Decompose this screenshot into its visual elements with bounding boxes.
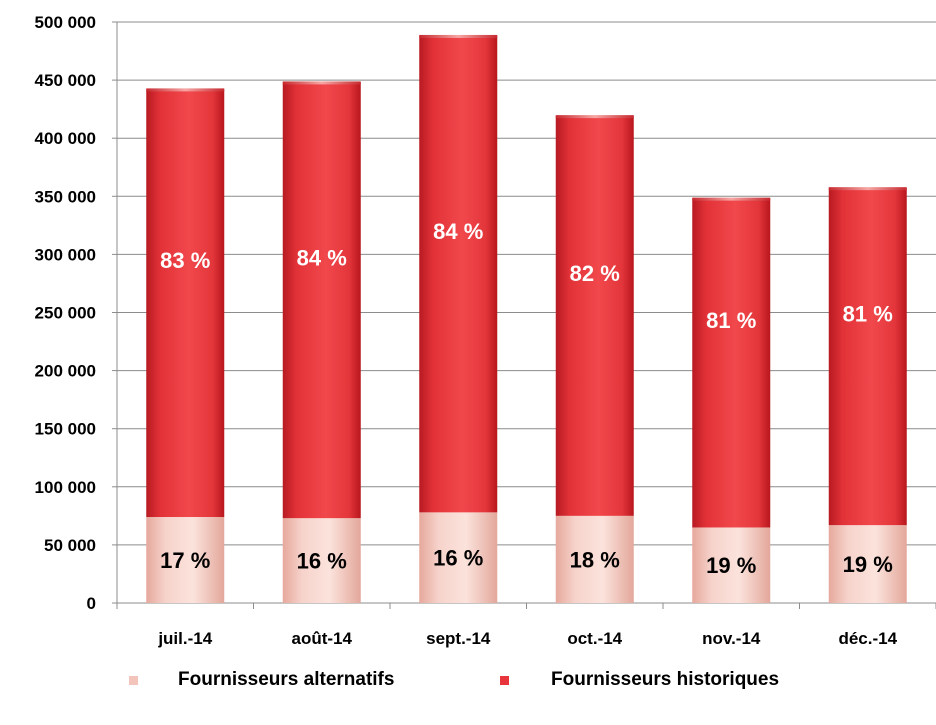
bar-cap: [692, 197, 771, 201]
bar-historiques: [555, 116, 634, 516]
x-tick-label: oct.-14: [567, 629, 622, 648]
y-tick-label: 300 000: [35, 245, 96, 264]
data-label-historiques: 83 %: [160, 248, 210, 273]
x-tick-label: nov.-14: [702, 629, 761, 648]
data-label-historiques: 84 %: [297, 245, 347, 270]
x-tick-label: déc.-14: [838, 629, 897, 648]
x-tick-label: juil.-14: [157, 629, 212, 648]
bar-alternatifs: [555, 515, 634, 603]
legend-label: Fournisseurs historiques: [551, 669, 779, 690]
data-label-alternatifs: 16 %: [297, 549, 347, 574]
data-label-historiques: 84 %: [433, 219, 483, 244]
data-label-historiques: 82 %: [570, 261, 620, 286]
x-tick-label: sept.-14: [426, 629, 491, 648]
bar-alternatifs: [146, 517, 225, 603]
y-tick-label: 50 000: [44, 536, 96, 555]
y-tick-label: 350 000: [35, 187, 96, 206]
data-label-historiques: 81 %: [706, 308, 756, 333]
data-label-historiques: 81 %: [843, 302, 893, 327]
y-tick-label: 250 000: [35, 304, 96, 323]
bar-alternatifs: [282, 518, 361, 603]
bar-alternatifs: [828, 525, 907, 603]
bar-historiques: [692, 198, 771, 528]
y-tick-label: 200 000: [35, 362, 96, 381]
bar-historiques: [419, 35, 498, 513]
y-tick-label: 0: [87, 594, 96, 613]
data-label-alternatifs: 19 %: [843, 552, 893, 577]
data-label-alternatifs: 19 %: [706, 553, 756, 578]
bar-cap: [146, 88, 225, 92]
axes: 0 50 000 100 000 150 000 200 000 250 000 300 0…: [35, 13, 936, 648]
y-tick-label: 150 000: [35, 420, 96, 439]
y-tick-label: 500 000: [35, 13, 96, 32]
data-labels: 83 % 17 % 84 % 16 % 84 % 16 % 82 % 18 % 81 % 19 %…: [160, 219, 893, 578]
x-tick-label: août-14: [292, 629, 353, 648]
bar-historiques: [282, 82, 361, 519]
bar-cap: [419, 34, 498, 38]
data-label-alternatifs: 17 %: [160, 548, 210, 573]
bar-alternatifs: [419, 512, 498, 603]
data-label-alternatifs: 18 %: [570, 547, 620, 572]
bar-cap: [282, 81, 361, 85]
legend-label: Fournisseurs alternatifs: [178, 669, 394, 690]
y-tick-label: 100 000: [35, 478, 96, 497]
gridlines: [117, 21, 936, 546]
bar-cap: [828, 187, 907, 191]
y-tick-label: 450 000: [35, 71, 96, 90]
bar-cap: [555, 115, 634, 119]
legend-swatch: [500, 676, 509, 685]
bar-historiques: [828, 188, 907, 526]
bars: [146, 34, 907, 603]
y-tick-label: 400 000: [35, 129, 96, 148]
bar-alternatifs: [692, 527, 771, 603]
bar-historiques: [146, 89, 225, 518]
legend: Fournisseurs alternatifs Fournisseurs his…: [129, 669, 779, 690]
legend-swatch: [129, 676, 138, 685]
data-label-alternatifs: 16 %: [433, 546, 483, 571]
